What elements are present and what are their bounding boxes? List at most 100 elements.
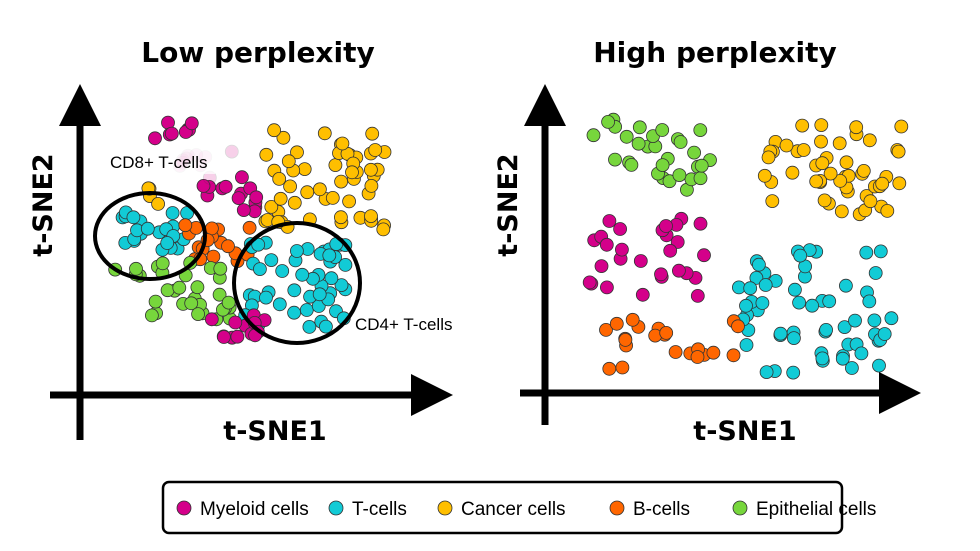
cancer-point (300, 185, 315, 200)
cancer-point (267, 123, 282, 138)
t-cell-point (872, 358, 886, 373)
t-cell-point (755, 296, 770, 310)
t-cell-point (287, 305, 302, 320)
cancer-point (765, 194, 780, 209)
cancer-point (817, 193, 832, 208)
cancer-point (839, 155, 854, 170)
t-cell-point (318, 319, 333, 334)
epithelial-point (694, 158, 709, 173)
cancer-point (761, 150, 776, 165)
myeloid-point (230, 329, 245, 344)
t-cell-point (739, 338, 754, 352)
b-cell-legend-swatch (609, 500, 625, 516)
epithelial-point (662, 174, 677, 189)
epithelial-point (631, 136, 646, 151)
myeloid-point (216, 330, 231, 344)
t-cell-point (835, 351, 850, 366)
epithelial-point (672, 168, 687, 183)
t-cell-point (312, 287, 327, 302)
myeloid-point (599, 237, 614, 252)
cancer-point (785, 165, 800, 180)
cancer-point (328, 158, 343, 173)
t-cell-point (868, 266, 883, 280)
myeloid-point (594, 259, 609, 274)
cancer-point (272, 171, 287, 186)
right-scatter-points (582, 112, 909, 380)
t-cell-point (815, 351, 830, 366)
cancer-point (281, 154, 296, 169)
cancer-point (264, 199, 279, 214)
myeloid-point (670, 235, 685, 249)
epithelial-point (191, 307, 206, 322)
right-panel-title: High perplexity (593, 36, 837, 69)
b-cell-point (206, 249, 221, 264)
epithelial-legend-label: Epithelial cells (756, 499, 876, 520)
myeloid-point (148, 131, 162, 146)
t-cell-point (786, 365, 801, 380)
t-cell-point (845, 361, 859, 375)
myeloid-point (184, 116, 199, 131)
t-cell-point (322, 248, 337, 263)
t-cell-point (854, 346, 869, 361)
t-cell-point (839, 278, 853, 293)
t-cell-point (819, 322, 833, 337)
cancer-point (809, 174, 824, 189)
t-cell-point (272, 297, 287, 312)
t-cell-point (859, 245, 874, 260)
t-cell-point (805, 298, 819, 313)
epithelial-point (586, 128, 601, 143)
cancer-point (894, 119, 909, 134)
cancer-legend-swatch (437, 500, 453, 516)
cancer-point (862, 133, 877, 148)
myeloid-point (234, 170, 249, 185)
epithelial-point (655, 123, 670, 137)
legend-box (161, 480, 844, 535)
cd8-annotation: CD8+ T-cells (110, 153, 207, 172)
cancer-point (368, 143, 383, 157)
epithelial-point (221, 295, 236, 310)
myeloid-point (697, 248, 711, 263)
myeloid-point (582, 275, 597, 290)
t-cell-point (792, 295, 806, 310)
t-cell-point (299, 303, 314, 317)
cancer-point (364, 178, 379, 193)
cancer-point (795, 118, 810, 133)
left-scatter-points (108, 115, 392, 345)
cancer-point (151, 196, 166, 211)
cancer-point (345, 165, 359, 180)
cancer-point (814, 134, 828, 149)
myeloid-point (204, 312, 219, 327)
t-cell-point (773, 326, 788, 341)
t-cell-point (759, 365, 774, 380)
left-x-axis-label: t-SNE1 (223, 416, 326, 447)
myeloid-point (236, 203, 251, 218)
myeloid-point (231, 191, 246, 206)
legend: Myeloid cells T-cells Cancer cells B-cells E… (161, 480, 876, 535)
t-cell-point (867, 313, 882, 328)
cancer-point (342, 194, 357, 209)
myeloid-point (654, 267, 668, 282)
b-cell-point (242, 220, 257, 235)
t-cell-point (848, 313, 862, 328)
t-cell-point (758, 278, 773, 292)
t-cell-point (739, 298, 753, 313)
cancer-point (317, 126, 332, 141)
cancer-point (333, 210, 348, 225)
myeloid-point (218, 179, 233, 194)
t-cell-point (877, 327, 892, 341)
t-cell-point (822, 294, 837, 309)
epithelial-point (144, 308, 159, 323)
myeloid-point (615, 242, 629, 257)
cancer-point (757, 168, 772, 183)
t-cell-point (793, 248, 808, 263)
epithelial-point (632, 120, 647, 135)
b-cell-point (668, 345, 683, 359)
epithelial-point (190, 280, 205, 295)
t-cell-point (743, 281, 758, 296)
cancer-point (290, 145, 304, 160)
cancer-point (875, 176, 890, 191)
myeloid-point (613, 222, 627, 236)
cancer-point (297, 162, 312, 177)
cancer-point (376, 222, 391, 237)
cancer-point (856, 163, 871, 178)
